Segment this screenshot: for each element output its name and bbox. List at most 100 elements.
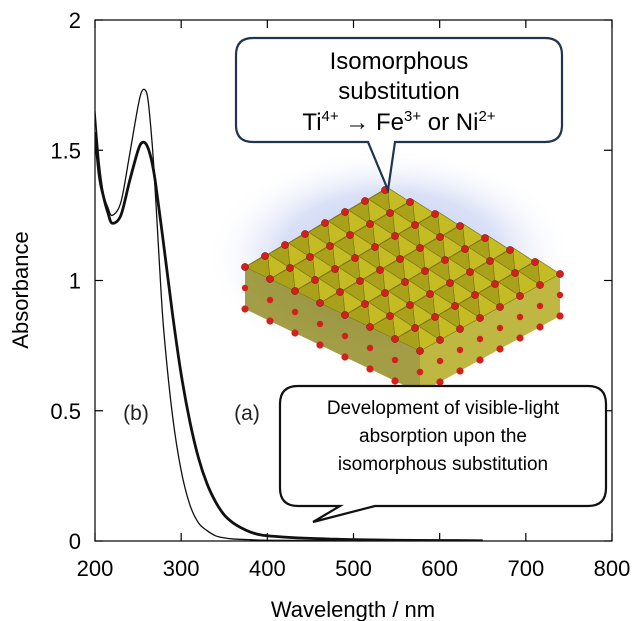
oxygen-atom [241, 305, 249, 313]
oxygen-atom [476, 314, 484, 322]
oxygen-atom [401, 278, 409, 286]
oxygen-atom [411, 324, 419, 332]
oxygen-atom [436, 233, 444, 241]
oxygen-atom [456, 325, 464, 333]
x-tick-label: 700 [507, 556, 544, 581]
oxygen-atom [381, 289, 389, 297]
oxygen-atom [491, 280, 499, 288]
oxygen-atom [326, 242, 334, 250]
oxygen-atom [536, 323, 544, 331]
oxygen-atom [376, 266, 384, 274]
y-tick-label: 0.5 [50, 399, 81, 424]
oxygen-atom [391, 335, 399, 343]
oxygen-atom [291, 308, 299, 316]
callout-top-line1: Isomorphous [330, 48, 469, 75]
oxygen-atom [391, 377, 399, 385]
oxygen-atom [366, 220, 374, 228]
x-axis-title: Wavelength / nm [271, 597, 435, 621]
data-series [95, 88, 483, 541]
oxygen-atom [426, 290, 434, 298]
oxygen-atom [466, 268, 474, 276]
ni-charge: 2+ [478, 108, 495, 125]
oxygen-atom [316, 299, 324, 307]
callout-bottom-line2: absorption upon the [359, 426, 527, 447]
oxygen-atom [496, 303, 504, 311]
oxygen-atom [266, 275, 274, 283]
callout-isomorphous-substitution: Isomorphous substitution Ti4+ → Fe3+ or … [234, 36, 564, 195]
oxygen-atom [341, 332, 349, 340]
oxygen-atom [516, 292, 524, 300]
fe-symbol: Fe [376, 109, 404, 136]
x-tick-label: 300 [163, 556, 200, 581]
oxygen-atom [321, 219, 329, 227]
oxygen-atom [431, 313, 439, 321]
oxygen-atom [361, 197, 369, 205]
oxygen-atom [336, 288, 344, 296]
oxygen-atom [366, 365, 374, 373]
oxygen-atom [396, 255, 404, 263]
axis-ticks [94, 19, 613, 542]
y-tick-label: 0 [69, 529, 81, 554]
oxygen-atom [301, 230, 309, 238]
fe-charge: 3+ [404, 108, 421, 125]
x-tick-label: 600 [421, 556, 458, 581]
oxygen-atom [371, 243, 379, 251]
oxygen-atom [436, 357, 444, 365]
oxygen-atom [361, 300, 369, 308]
oxygen-atom [406, 198, 414, 206]
oxygen-atom [391, 232, 399, 240]
or-text: or [421, 109, 456, 136]
oxygen-atom [441, 256, 449, 264]
oxygen-atom [516, 334, 524, 342]
y-tick-labels: 0 0.5 1 1.5 2 [50, 8, 81, 554]
oxygen-atom [446, 279, 454, 287]
callout-top-line2: substitution [338, 78, 459, 105]
oxygen-atom [386, 312, 394, 320]
oxygen-atom [291, 329, 299, 337]
x-tick-label: 200 [77, 556, 114, 581]
callout-bottom-line1: Development of visible-light [327, 398, 560, 419]
oxygen-atom [476, 356, 484, 364]
lattice-side-face [420, 274, 560, 393]
oxygen-atom [536, 302, 544, 310]
crystal-lattice-illustration [241, 186, 564, 397]
oxygen-atom [461, 245, 469, 253]
oxygen-atom [496, 345, 504, 353]
oxygen-atom [331, 265, 339, 273]
oxygen-atom [416, 368, 424, 376]
oxygen-atom [316, 320, 324, 328]
oxygen-atom [436, 336, 444, 344]
callout-bottom-line3: isomorphous substitution [338, 454, 548, 475]
y-axis-title: Absorbance [8, 231, 33, 348]
oxygen-atom [266, 317, 274, 325]
oxygen-atom [341, 353, 349, 361]
y-tick-label: 1 [69, 269, 81, 294]
ni-symbol: Ni [456, 109, 479, 136]
arrow-text: → [339, 109, 376, 136]
oxygen-atom [556, 312, 564, 320]
oxygen-atom [391, 356, 399, 364]
oxygen-atom [481, 234, 489, 242]
callout-top-line3: Ti4+ → Fe3+ or Ni2+ [302, 108, 495, 136]
oxygen-atom [471, 291, 479, 299]
x-tick-labels: 200 300 400 500 600 700 800 [77, 556, 631, 581]
series-line-a [95, 131, 483, 541]
oxygen-atom [386, 209, 394, 217]
oxygen-atom [266, 296, 274, 304]
oxygen-atom [431, 210, 439, 218]
oxygen-atom [456, 346, 464, 354]
ti-symbol: Ti [302, 109, 321, 136]
oxygen-atom [406, 301, 414, 309]
oxygen-atom [351, 254, 359, 262]
oxygen-atom [496, 324, 504, 332]
oxygen-atom [261, 252, 269, 260]
oxygen-atom [456, 222, 464, 230]
x-tick-label: 500 [335, 556, 372, 581]
oxygen-atom [366, 344, 374, 352]
oxygen-atom [286, 264, 294, 272]
oxygen-atom [451, 302, 459, 310]
x-tick-label: 800 [594, 556, 631, 581]
oxygen-atom [536, 281, 544, 289]
oxygen-atom [516, 313, 524, 321]
